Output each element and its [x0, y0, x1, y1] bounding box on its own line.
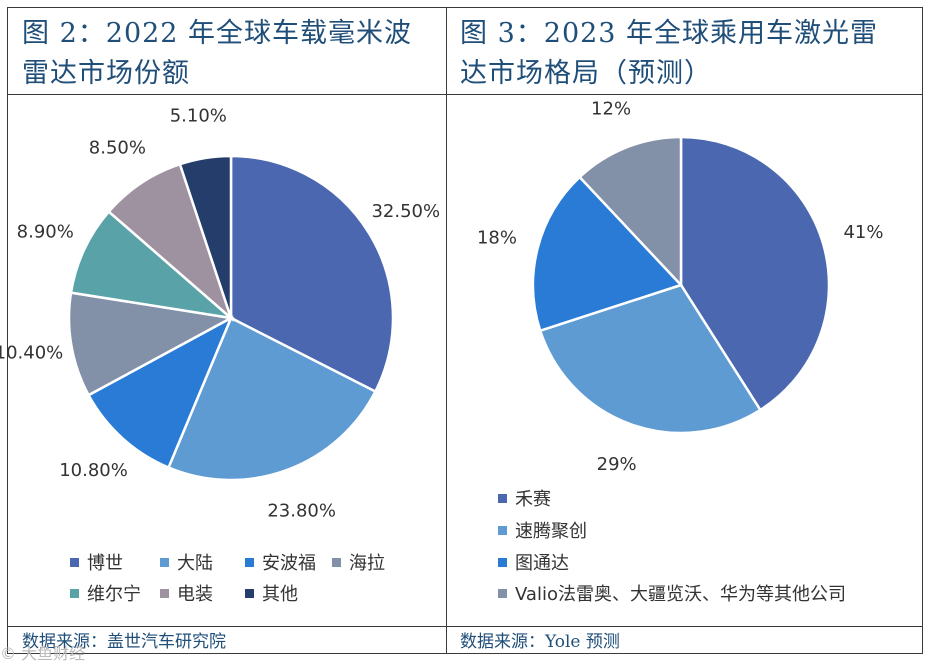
legend-swatch — [245, 588, 254, 598]
legend-item: Valio法雷奥、大疆览沃、华为等其他公司 — [498, 580, 846, 606]
data-label-left-2: 10.80% — [59, 460, 128, 481]
legend-swatch — [70, 557, 79, 567]
legend-swatch — [245, 557, 254, 567]
legend-swatch — [70, 588, 79, 598]
left-pie: 32.50% 23.80% 10.80% 10.40% 8.90% 8.50% 5.10% — [0, 106, 440, 522]
legend-label: 速腾聚创 — [515, 521, 587, 542]
title-divider — [7, 94, 923, 95]
right-title-line2: 达市场格局（预测） — [460, 58, 712, 89]
pie-slice-left-5 — [107, 162, 234, 322]
data-label-right-0: 41% — [843, 222, 883, 243]
data-label-right-2: 18% — [477, 228, 517, 249]
left-title-line2: 雷达市场份额 — [22, 58, 190, 89]
left-source: 数据来源：盖世汽车研究院 — [22, 632, 226, 652]
legend-label: 其他 — [262, 584, 298, 605]
data-label-left-4: 8.90% — [17, 221, 74, 242]
legend-label: 图通达 — [515, 553, 569, 574]
pie-slice-left-3 — [67, 291, 235, 397]
legend-swatch — [498, 588, 507, 598]
legend-label: 海拉 — [349, 553, 385, 574]
panel-divider — [446, 7, 447, 654]
legend-item: 禾赛 — [498, 485, 551, 511]
right-pie: 41% 29% 18% 12% — [477, 98, 884, 474]
legend-label: Valio法雷奥、大疆览沃、华为等其他公司 — [515, 584, 846, 605]
legend-swatch — [498, 525, 507, 535]
legend-label: 维尔宁 — [87, 584, 141, 605]
source-divider — [7, 626, 923, 627]
right-title-line1: 图 3：2023 年全球乘用车激光雷 — [460, 18, 879, 49]
pie-slice-left-2 — [86, 315, 234, 470]
legend-swatch — [498, 557, 507, 567]
legend-item: 维尔宁 — [70, 580, 141, 606]
legend-item: 安波福 — [245, 549, 316, 575]
pie-slice-left-1 — [166, 316, 378, 482]
left-title-line1: 图 2：2022 年全球车载毫米波 — [22, 18, 413, 49]
legend-item: 其他 — [245, 580, 298, 606]
pie-slice-left-0 — [229, 154, 395, 394]
legend-label: 禾赛 — [515, 489, 551, 510]
right-chart-title: 图 3：2023 年全球乘用车激光雷 达市场格局（预测） — [460, 14, 920, 94]
legend-label: 大陆 — [177, 553, 213, 574]
legend-swatch — [498, 493, 507, 503]
data-label-right-3: 12% — [591, 98, 631, 119]
legend-label: 电装 — [177, 584, 213, 605]
watermark: © 大鱼财经 — [0, 644, 86, 663]
legend-label: 安波福 — [262, 553, 316, 574]
left-chart-title: 图 2：2022 年全球车载毫米波 雷达市场份额 — [22, 14, 442, 94]
pie-slice-right-1 — [538, 283, 763, 435]
figure-frame — [7, 7, 923, 654]
legend-swatch — [332, 557, 341, 567]
legend-label: 博世 — [87, 553, 123, 574]
pie-slice-left-6 — [178, 154, 233, 319]
legend-item: 博世 — [70, 549, 123, 575]
legend-item: 图通达 — [498, 549, 569, 575]
pie-slice-right-2 — [531, 175, 684, 333]
pie-slice-left-4 — [69, 209, 236, 320]
data-label-left-0: 32.50% — [371, 201, 440, 222]
data-label-left-3: 10.40% — [0, 343, 63, 364]
data-label-left-5: 8.50% — [89, 137, 146, 158]
legend-item: 速腾聚创 — [498, 517, 587, 543]
right-source: 数据来源：Yole 预测 — [460, 632, 620, 652]
legend-item: 大陆 — [160, 549, 213, 575]
pie-slice-right-3 — [577, 135, 683, 289]
legend-item: 海拉 — [332, 549, 385, 575]
legend-item: 电装 — [160, 580, 213, 606]
data-label-left-1: 23.80% — [267, 500, 336, 521]
data-label-left-6: 5.10% — [170, 106, 227, 127]
legend-swatch — [160, 557, 169, 567]
legend-swatch — [160, 588, 169, 598]
data-label-right-1: 29% — [597, 454, 637, 475]
